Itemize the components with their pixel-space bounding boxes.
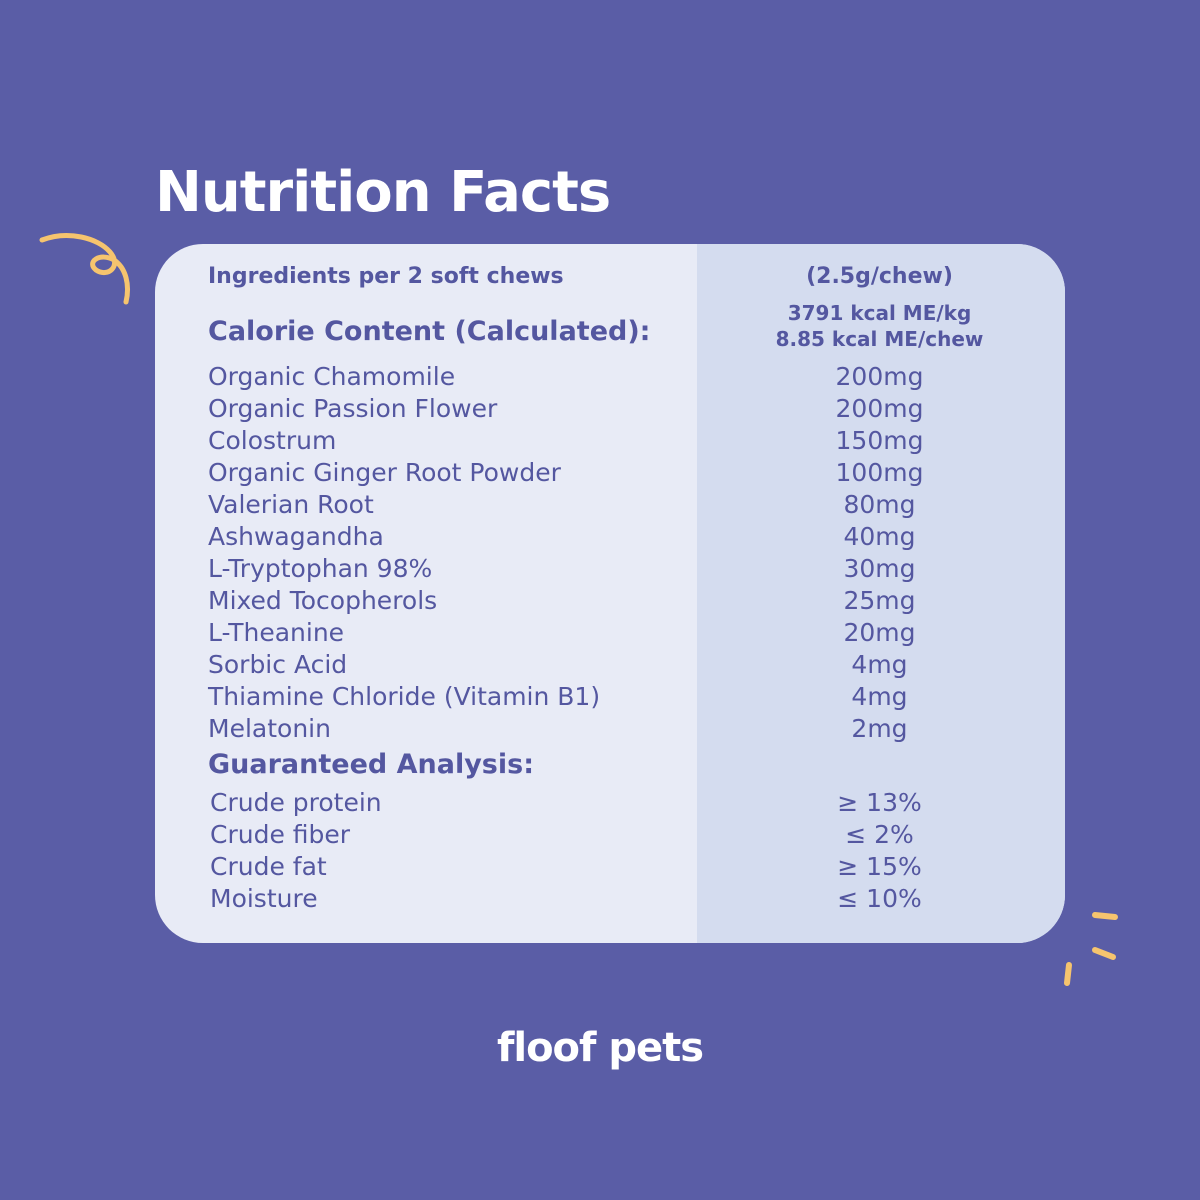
ingredient-name: Crude protein [210,788,382,817]
header-label: Ingredients per 2 soft chews [208,264,564,289]
ingredient-name: Crude fat [210,852,327,881]
ingredient-amount: 4mg [851,682,908,711]
ingredient-name: Melatonin [208,714,331,743]
ingredient-amount: 20mg [843,618,916,647]
ingredient-amount: ≤ 2% [845,820,914,849]
ingredient-name: Moisture [210,884,318,913]
ingredient-amount: 4mg [851,650,908,679]
calorie-value-kg: 3791 kcal ME/kg [787,301,972,325]
ingredient-name: Sorbic Acid [208,650,348,679]
brand-logo: floof pets [496,1025,704,1071]
values-column [697,244,1065,943]
calorie-label: Calorie Content (Calculated): [208,316,651,347]
nutrition-card: Ingredients per 2 soft chews (2.5g/chew)… [155,244,1065,943]
ingredient-amount: 40mg [843,522,916,551]
ingredient-amount: 100mg [835,458,924,487]
ingredient-amount: 30mg [843,554,916,583]
ingredient-amount: ≥ 15% [837,852,922,881]
ingredient-name: Organic Chamomile [208,362,456,391]
header-value: (2.5g/chew) [806,264,953,289]
ingredient-amount: 2mg [851,714,908,743]
ingredient-name: Valerian Root [208,490,374,519]
ingredient-amount: 80mg [843,490,916,519]
ingredient-name: Crude fiber [210,820,351,849]
ingredient-name: L-Theanine [208,618,345,647]
calorie-value-chew: 8.85 kcal ME/chew [775,327,984,351]
ingredient-name: Thiamine Chloride (Vitamin B1) [208,682,601,711]
ingredient-amount: 150mg [835,426,924,455]
swirl-doodle-icon [39,233,130,305]
analysis-heading: Guaranteed Analysis: [208,749,535,780]
ingredient-amount: ≤ 10% [837,884,922,913]
ingredient-name: Organic Passion Flower [208,394,498,423]
page-title: Nutrition Facts [155,160,611,225]
ingredient-name: Ashwagandha [208,522,384,551]
ingredient-name: Organic Ginger Root Powder [208,458,561,487]
ingredient-amount: 200mg [835,394,924,423]
ingredient-amount: 200mg [835,362,924,391]
ingredient-amount: 25mg [843,586,916,615]
ingredient-name: Mixed Tocopherols [208,586,438,615]
sparkle-doodle-icon [1064,912,1118,986]
ingredient-name: Colostrum [208,426,337,455]
ingredient-amount: ≥ 13% [837,788,922,817]
ingredient-name: L-Tryptophan 98% [208,554,433,583]
